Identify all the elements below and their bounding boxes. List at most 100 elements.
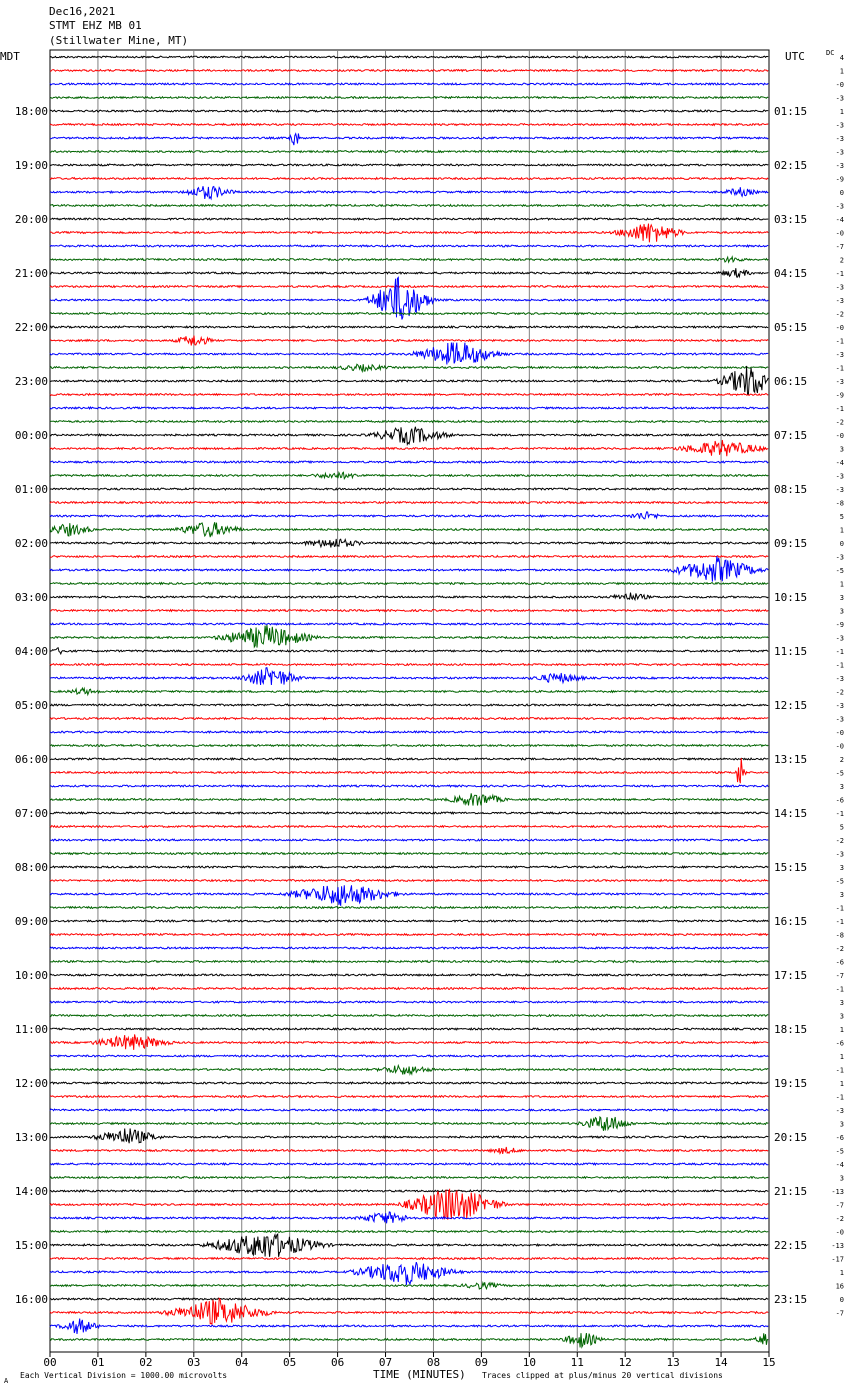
seismic-trace bbox=[49, 1013, 769, 1018]
seismic-trace bbox=[49, 311, 769, 316]
mdt-hour-label: 20:00 bbox=[15, 213, 48, 226]
seismic-trace bbox=[49, 784, 769, 788]
utc-hour-label: 14:15 bbox=[774, 807, 807, 820]
seismic-trace bbox=[49, 1175, 769, 1180]
dc-offset-label: 3 bbox=[840, 999, 844, 1007]
dc-offset-label: 4 bbox=[840, 54, 844, 62]
seismic-trace bbox=[49, 217, 769, 222]
dc-offset-label: -3 bbox=[836, 351, 844, 359]
mdt-hour-label: 09:00 bbox=[15, 915, 48, 928]
seismic-trace bbox=[49, 426, 769, 447]
seismic-trace bbox=[49, 986, 769, 991]
utc-hour-label: 20:15 bbox=[774, 1131, 807, 1144]
seismic-trace bbox=[49, 363, 769, 374]
mdt-hour-label: 18:00 bbox=[15, 105, 48, 118]
dc-offset-label: -3 bbox=[836, 702, 844, 710]
mdt-hour-label: 01:00 bbox=[15, 483, 48, 496]
mdt-hour-label: 08:00 bbox=[15, 861, 48, 874]
x-tick-label: 11 bbox=[571, 1356, 584, 1369]
dc-offset-label: 2 bbox=[840, 756, 844, 764]
x-tick-label: 03 bbox=[187, 1356, 200, 1369]
x-tick-label: 07 bbox=[379, 1356, 392, 1369]
seismic-trace bbox=[49, 522, 769, 538]
seismic-trace bbox=[49, 335, 769, 346]
utc-hour-label: 21:15 bbox=[774, 1185, 807, 1198]
seismic-trace bbox=[49, 55, 769, 59]
dc-offset-label: 16 bbox=[836, 1283, 844, 1291]
mdt-hour-label: 06:00 bbox=[15, 753, 48, 766]
seismic-trace bbox=[49, 470, 769, 481]
dc-offset-label: -4 bbox=[836, 1161, 844, 1169]
seismic-trace bbox=[49, 851, 769, 856]
dc-offset-label: -7 bbox=[836, 1310, 844, 1318]
corner-mark: A bbox=[4, 1377, 9, 1385]
dc-offset-label: -1 bbox=[836, 662, 844, 670]
left-timezone-label: MDT bbox=[0, 50, 20, 63]
dc-offset-label: -3 bbox=[836, 162, 844, 170]
dc-offset-label: -3 bbox=[836, 486, 844, 494]
dc-offset-header: DC bbox=[826, 49, 835, 57]
seismic-trace bbox=[50, 838, 769, 842]
seismic-trace bbox=[49, 686, 769, 697]
dc-offset-label: -8 bbox=[836, 500, 844, 508]
seismic-trace bbox=[49, 811, 769, 815]
dc-offset-label: 2 bbox=[840, 257, 844, 265]
utc-hour-label: 15:15 bbox=[774, 861, 807, 874]
utc-hour-label: 01:15 bbox=[774, 105, 807, 118]
dc-offset-label: -4 bbox=[836, 216, 844, 224]
dc-offset-label: -4 bbox=[836, 459, 844, 467]
seismic-trace bbox=[49, 556, 769, 582]
dc-offset-label: -1 bbox=[836, 1094, 844, 1102]
seismic-trace bbox=[49, 1094, 769, 1099]
seismic-trace bbox=[49, 223, 769, 243]
seismic-trace bbox=[49, 662, 769, 667]
dc-offset-label: -8 bbox=[836, 932, 844, 940]
seismic-trace bbox=[49, 757, 769, 784]
mdt-hour-label: 05:00 bbox=[15, 699, 48, 712]
seismic-trace bbox=[50, 1297, 769, 1301]
mdt-hour-label: 04:00 bbox=[15, 645, 48, 658]
mdt-hour-label: 00:00 bbox=[15, 429, 48, 442]
mdt-hour-label: 12:00 bbox=[15, 1077, 48, 1090]
dc-offset-label: -1 bbox=[836, 1067, 844, 1075]
dc-offset-label: -1 bbox=[836, 905, 844, 913]
dc-offset-label: -1 bbox=[836, 338, 844, 346]
dc-offset-label: -5 bbox=[836, 567, 844, 575]
utc-hour-label: 11:15 bbox=[774, 645, 807, 658]
seismic-trace bbox=[49, 325, 769, 329]
dc-offset-label: -2 bbox=[836, 1215, 844, 1223]
seismic-trace bbox=[49, 1229, 769, 1234]
seismic-trace bbox=[49, 1128, 769, 1144]
seismic-trace bbox=[49, 646, 769, 656]
seismic-trace bbox=[49, 392, 769, 397]
mdt-hour-label: 19:00 bbox=[15, 159, 48, 172]
dc-offset-label: 3 bbox=[840, 1013, 844, 1021]
seismic-trace bbox=[49, 1297, 769, 1326]
seismic-trace bbox=[49, 581, 769, 586]
utc-hour-label: 05:15 bbox=[774, 321, 807, 334]
dc-offset-label: -3 bbox=[836, 135, 844, 143]
seismic-trace bbox=[49, 537, 769, 549]
x-tick-label: 12 bbox=[619, 1356, 632, 1369]
seismic-trace bbox=[49, 757, 769, 762]
mdt-hour-label: 23:00 bbox=[15, 375, 48, 388]
right-timezone-label: UTC bbox=[785, 50, 805, 63]
seismic-trace bbox=[49, 244, 769, 248]
seismic-trace bbox=[49, 973, 769, 977]
seismic-trace bbox=[49, 878, 769, 883]
mdt-hour-label: 16:00 bbox=[15, 1293, 48, 1306]
dc-offset-label: -9 bbox=[836, 621, 844, 629]
dc-offset-label: -3 bbox=[836, 95, 844, 103]
seismic-trace bbox=[49, 1280, 769, 1291]
dc-offset-label: -6 bbox=[836, 1134, 844, 1142]
x-tick-label: 04 bbox=[235, 1356, 249, 1369]
seismic-trace bbox=[49, 284, 769, 289]
seismic-trace bbox=[49, 342, 769, 365]
dc-offset-label: -2 bbox=[836, 837, 844, 845]
utc-hour-label: 22:15 bbox=[774, 1239, 807, 1252]
dc-offset-label: 1 bbox=[840, 1026, 844, 1034]
seismic-trace bbox=[49, 132, 769, 146]
dc-offset-label: -1 bbox=[836, 365, 844, 373]
seismic-trace bbox=[49, 959, 769, 964]
